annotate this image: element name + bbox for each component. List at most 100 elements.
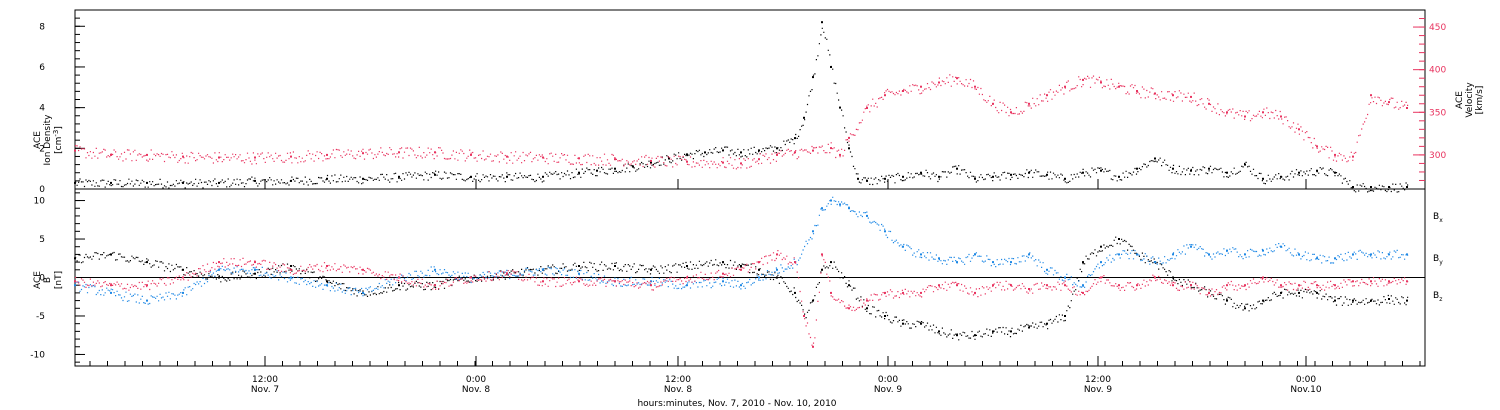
bz-point xyxy=(1244,284,1246,287)
velocity-point xyxy=(1298,128,1300,131)
by-point xyxy=(1190,245,1192,248)
bz-point xyxy=(434,284,436,287)
bx-point xyxy=(758,268,760,271)
velocity-point xyxy=(1064,85,1066,88)
velocity-point xyxy=(812,149,814,152)
velocity-point xyxy=(542,156,544,159)
density-point xyxy=(1010,173,1012,176)
velocity-tick-label: 450 xyxy=(1429,23,1446,33)
bx-point xyxy=(254,272,256,275)
bz-point xyxy=(992,284,994,287)
x-tick-date: Nov. 7 xyxy=(251,385,279,395)
density-point xyxy=(1406,186,1408,188)
bx-point xyxy=(920,322,922,325)
by-point xyxy=(362,291,364,294)
velocity-point xyxy=(182,155,184,158)
bz-point xyxy=(1082,291,1084,294)
bx-point xyxy=(1100,245,1102,248)
ion-density-unit: [cm xyxy=(54,137,64,154)
x-tick-date: Nov. 8 xyxy=(462,385,491,395)
velocity-point xyxy=(1190,95,1192,98)
density-point xyxy=(686,153,688,156)
bz-point xyxy=(506,272,508,275)
velocity-point xyxy=(1118,85,1120,88)
magnetic-field-panel: -10 -5 0 5 10 xyxy=(30,188,1426,367)
bx-point xyxy=(956,334,958,337)
b-tick-label: 0 xyxy=(39,274,45,284)
bz-point xyxy=(1028,288,1030,290)
by-point xyxy=(1226,249,1228,252)
legend-bz: Bz xyxy=(1433,291,1442,303)
bx-point xyxy=(74,257,76,260)
by-point xyxy=(920,253,922,256)
velocity-point xyxy=(884,94,886,97)
density-point xyxy=(848,147,850,150)
by-point xyxy=(722,280,724,283)
by-point xyxy=(812,230,814,233)
density-point xyxy=(74,181,76,184)
velocity-point xyxy=(1244,115,1246,118)
velocity-axis-label: ACE Velocity [km/s] xyxy=(1455,82,1485,118)
density-point xyxy=(704,151,706,154)
velocity-point xyxy=(1100,81,1102,84)
bx-point xyxy=(146,261,148,264)
bx-point xyxy=(740,265,742,267)
x-tick-date: Nov. 9 xyxy=(874,385,903,395)
velocity-point xyxy=(1028,102,1030,105)
b-tick-label: 10 xyxy=(34,197,46,207)
by-point xyxy=(1298,253,1300,256)
density-point xyxy=(146,181,148,184)
bx-point xyxy=(974,334,976,337)
x-tick-time: 12:00 xyxy=(1085,375,1111,385)
bz-point xyxy=(902,291,904,294)
bx-point xyxy=(650,268,652,271)
by-point xyxy=(758,276,760,279)
density-point xyxy=(1334,171,1336,174)
bx-point xyxy=(686,265,688,267)
magnetic-field-axis-label: ACE B [nT] xyxy=(33,271,64,289)
velocity-tick-label: 350 xyxy=(1429,108,1446,118)
density-point xyxy=(1172,167,1174,170)
b-tick-label: -5 xyxy=(36,312,45,322)
velocity-point xyxy=(1262,111,1264,114)
bz-point xyxy=(821,253,823,256)
density-point xyxy=(1352,186,1354,188)
legend-bx-name: B xyxy=(1433,212,1439,222)
bz-point xyxy=(1352,280,1354,283)
density-point xyxy=(992,175,994,178)
velocity-point xyxy=(434,151,436,154)
bx-point xyxy=(1082,261,1084,264)
bx-point xyxy=(578,265,580,267)
density-point xyxy=(821,21,823,24)
density-point xyxy=(1190,169,1192,172)
ion-density-unit-close: ] xyxy=(54,126,64,130)
bz-point xyxy=(290,268,292,271)
ion-density-velocity-panel: 0 2 4 6 8 300 350 400 450 xyxy=(39,9,1446,195)
density-point xyxy=(1154,157,1156,160)
b-label-line2: B xyxy=(43,277,53,283)
bx-points xyxy=(75,236,1409,341)
velocity-point xyxy=(1370,94,1372,97)
bz-point xyxy=(254,261,256,264)
b-tick-label: -10 xyxy=(30,350,45,360)
by-point xyxy=(1280,245,1282,248)
density-point xyxy=(776,147,778,150)
legend-by-name: B xyxy=(1433,254,1439,264)
density-point xyxy=(1262,177,1264,180)
by-point xyxy=(110,291,112,294)
velocity-point xyxy=(1352,155,1354,158)
bx-point xyxy=(830,261,832,264)
bx-point xyxy=(1064,315,1066,317)
x-tick-date: Nov. 8 xyxy=(664,385,693,395)
velocity-point xyxy=(218,156,220,159)
density-point xyxy=(830,66,832,68)
velocity-point xyxy=(578,157,580,160)
density-point xyxy=(1208,167,1210,170)
velocity-point xyxy=(758,158,760,161)
by-point xyxy=(542,268,544,271)
bz-point xyxy=(1262,276,1264,279)
density-point xyxy=(650,161,652,164)
legend-bz-sub: z xyxy=(1439,296,1442,303)
bx-point xyxy=(1262,299,1264,302)
